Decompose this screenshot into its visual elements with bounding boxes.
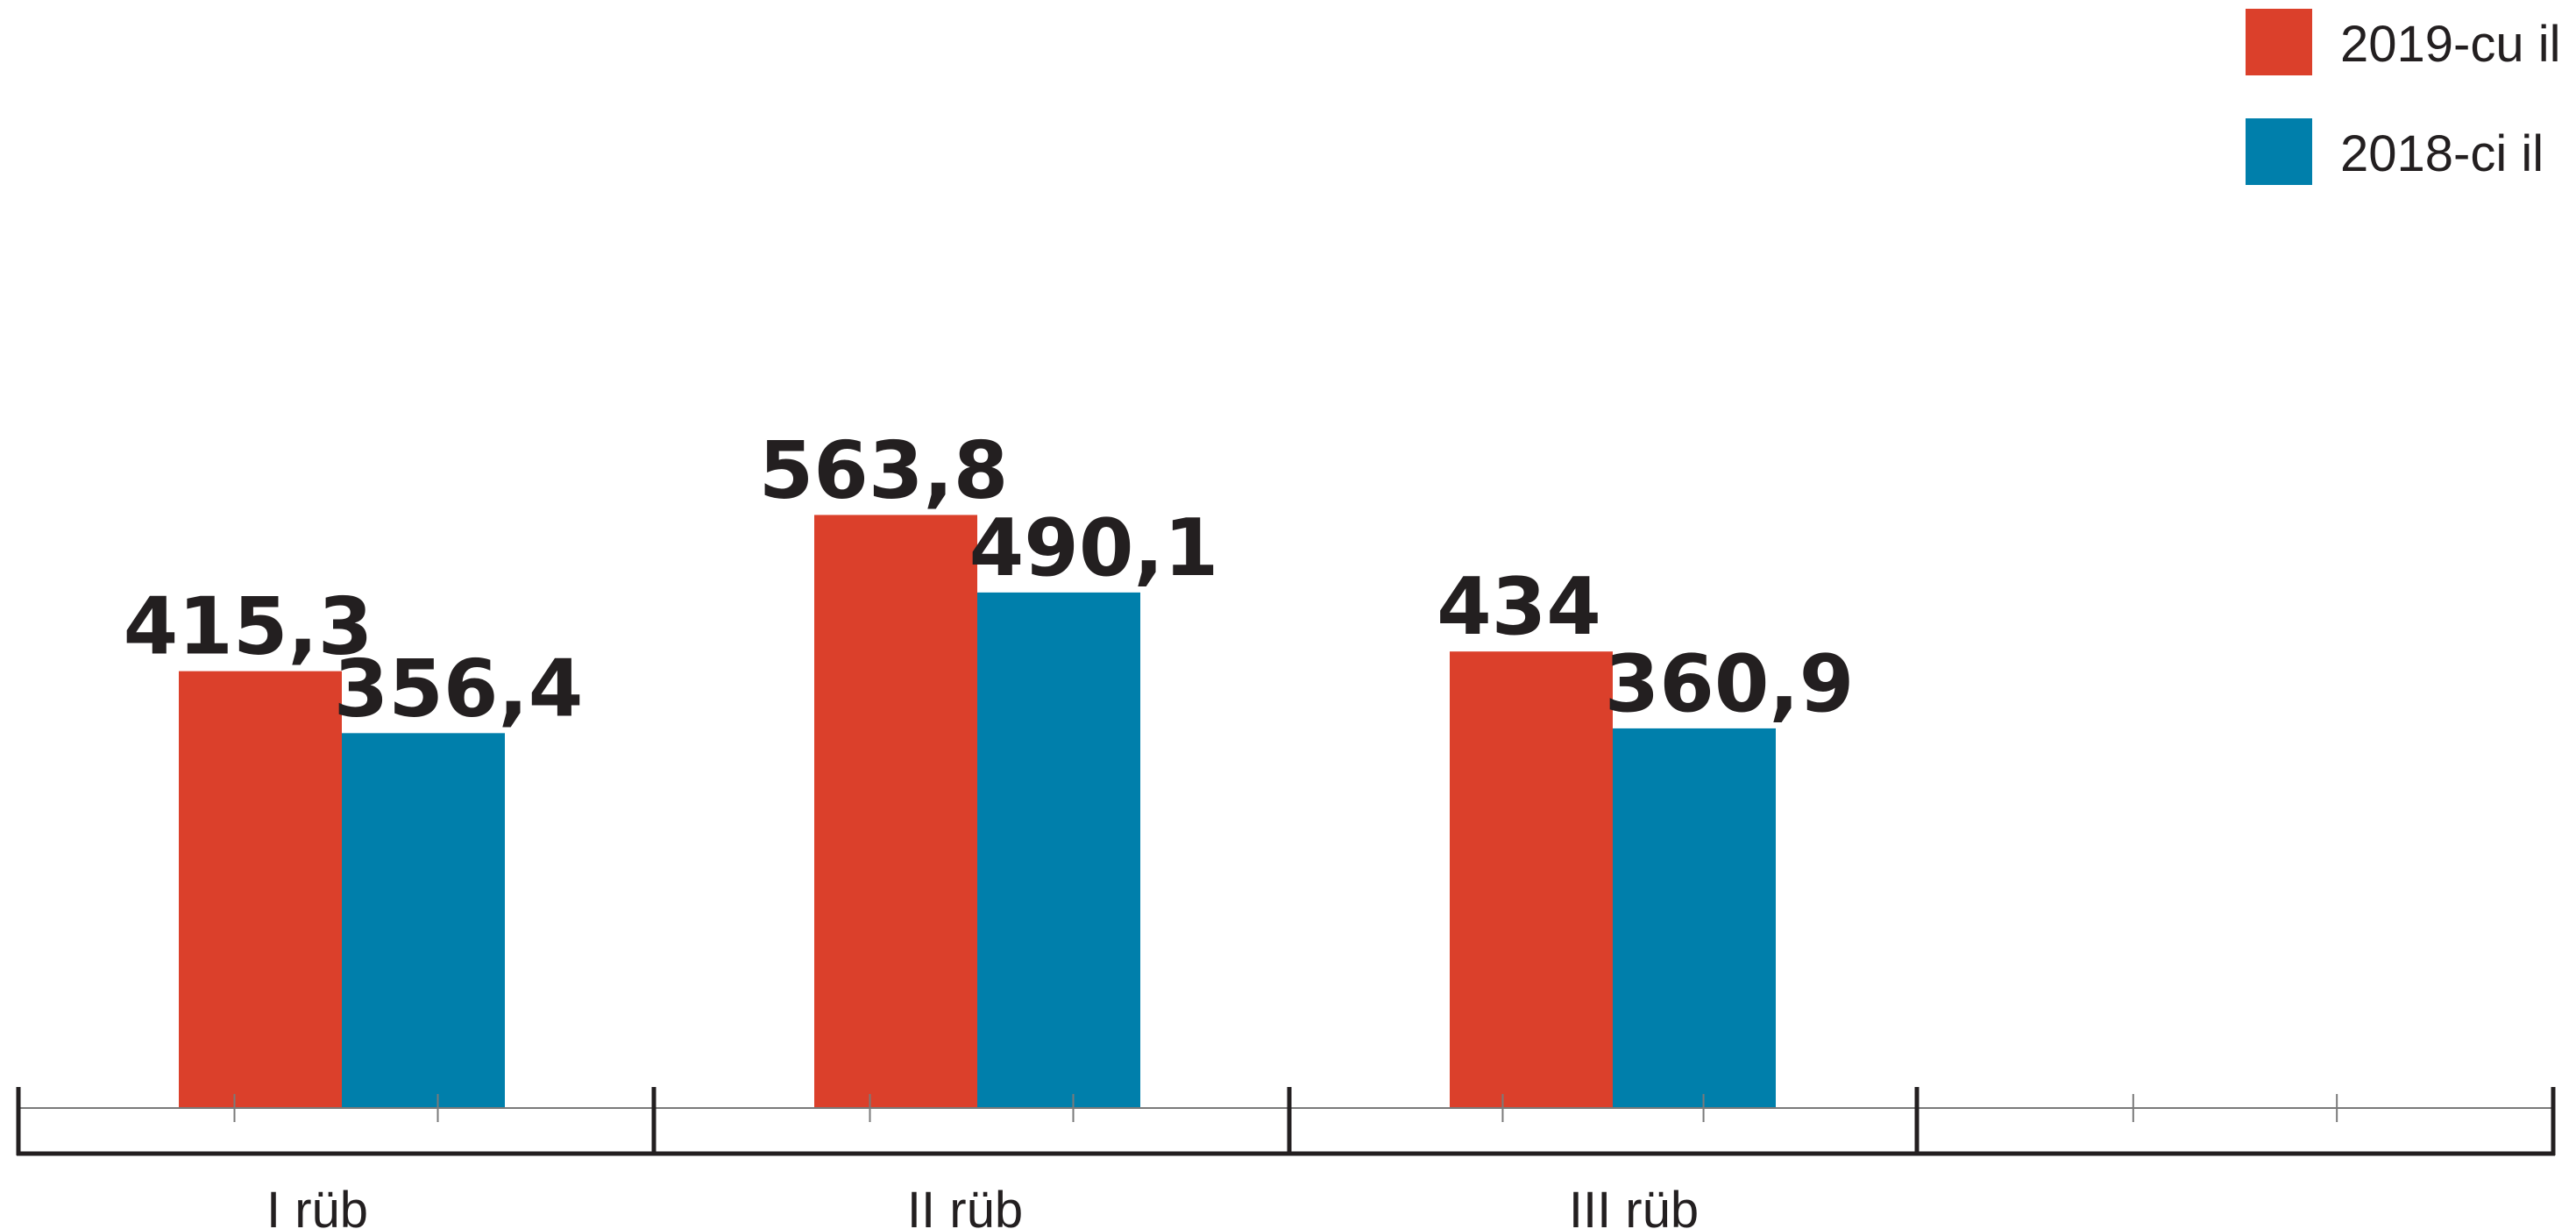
x-axis xyxy=(16,1087,2556,1156)
legend-label-2: 2018-ci il xyxy=(2340,125,2544,182)
bars-group xyxy=(179,515,1776,1108)
legend-label-1: 2019-cu il xyxy=(2340,16,2560,73)
legend-swatch-2 xyxy=(2246,118,2312,185)
value-label-series-2-cat-2: 490,1 xyxy=(969,502,1219,594)
bar-series-2-cat-3 xyxy=(1613,728,1776,1108)
bar-series-1-cat-3 xyxy=(1450,651,1613,1108)
bar-series-1-cat-1 xyxy=(179,671,342,1108)
value-label-series-1-cat-3: 434 xyxy=(1437,561,1601,653)
category-label-1: I rüb xyxy=(266,1182,368,1229)
value-label-series-2-cat-3: 360,9 xyxy=(1605,638,1855,730)
value-label-series-1-cat-2: 563,8 xyxy=(759,424,1009,516)
bar-series-1-cat-2 xyxy=(814,515,977,1108)
value-label-series-1-cat-1: 415,3 xyxy=(124,581,373,673)
bar-series-2-cat-2 xyxy=(977,592,1140,1108)
category-label-3: III rüb xyxy=(1569,1182,1699,1229)
legend: 2019-cu il 2018-ci il xyxy=(2246,9,2560,185)
category-labels-group: I rüb II rüb III rüb xyxy=(266,1182,1699,1229)
legend-swatch-1 xyxy=(2246,9,2312,75)
bar-series-2-cat-1 xyxy=(342,733,505,1108)
value-label-series-2-cat-1: 356,4 xyxy=(334,643,584,735)
category-label-2: II rüb xyxy=(907,1182,1023,1229)
